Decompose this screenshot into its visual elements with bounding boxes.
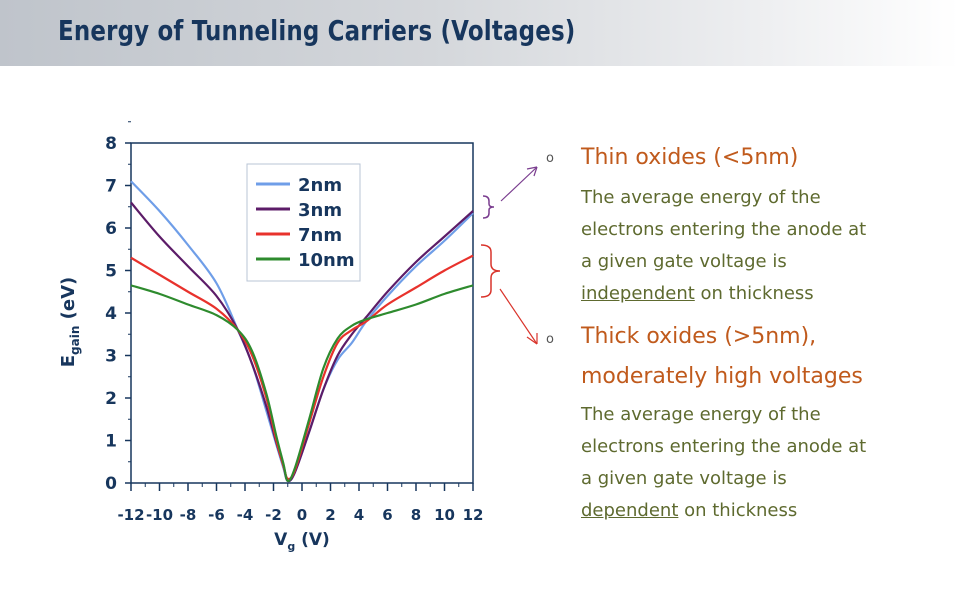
x-tick-label: 12 [463,506,484,524]
arrow-thick [499,288,538,345]
y-tick-label: 2 [105,389,117,409]
legend-label: 2nm [298,175,342,196]
legend: 2nm 3nm 7nm 10nm [246,163,361,282]
x-tick-label: -12 [117,506,144,524]
x-tick-label: -8 [180,506,197,524]
legend-label: 3nm [298,200,342,221]
slide-title: Energy of Tunneling Carriers (Voltages) [58,14,576,47]
bullet-heading-line2: moderately high voltages [581,364,863,389]
bullet-marker: o [546,151,554,166]
bullet-text-line: a given gate voltage is [581,468,787,489]
emphasis-word: independent [581,283,695,304]
y-tick-label: 5 [105,262,117,282]
bracket-thick [480,244,501,298]
bullet-text-line: The average energy of the [581,187,821,208]
x-tick-label: 10 [434,506,455,524]
y-tick-label: 0 [105,474,117,494]
bullet-text-line: electrons entering the anode at [581,219,867,240]
legend-label: 10nm [298,250,355,271]
arrowhead-thick [526,333,538,345]
bullet-text-line: dependent on thickness [581,495,951,527]
bullet-text-line: a given gate voltage is [581,251,787,272]
bullet-text-line: The average energy of the [581,404,821,425]
series-line-10nm [130,284,474,483]
y-tick-label: 6 [105,219,117,239]
y-tick-label: 7 [105,177,117,197]
x-tick-label: 2 [325,506,335,524]
bullet-heading: Thin oxides (<5nm) [581,145,799,170]
x-tick-label: 6 [382,506,392,524]
bullet-text-line: electrons entering the anode at [581,436,867,457]
x-axis-label: Vg (V) [274,530,330,553]
y-axis-label: Egain (eV) [58,277,82,368]
x-tick-label: -6 [208,506,225,524]
y-tick-label: 4 [105,304,117,324]
legend-label: 7nm [298,225,342,246]
bullet-heading: Thick oxides (>5nm), [581,324,817,349]
bracket-thin [482,195,495,219]
x-tick-label: 8 [411,506,421,524]
x-tick-label: 0 [297,506,307,524]
y-tick-label: 1 [105,432,117,452]
arrowhead-thin [526,166,538,177]
title-bar: Energy of Tunneling Carriers (Voltages) [0,0,959,66]
bullet-text-rest: on thickness [694,283,814,304]
x-tick-label: -4 [237,506,254,524]
arrow-thin [500,166,538,202]
y-tick-label: 3 [105,347,117,367]
x-tick-label: -2 [265,506,282,524]
bullet-text-rest: on thickness [678,500,798,521]
annotation-brackets [480,166,538,345]
x-tick-label: 4 [354,506,364,524]
emphasis-word: dependent [581,500,679,521]
y-tick-label: 8 [105,134,117,154]
x-tick-label: -10 [146,506,173,524]
bullet-marker: o [546,332,554,347]
bullet-text-line: independent on thickness [581,278,951,310]
